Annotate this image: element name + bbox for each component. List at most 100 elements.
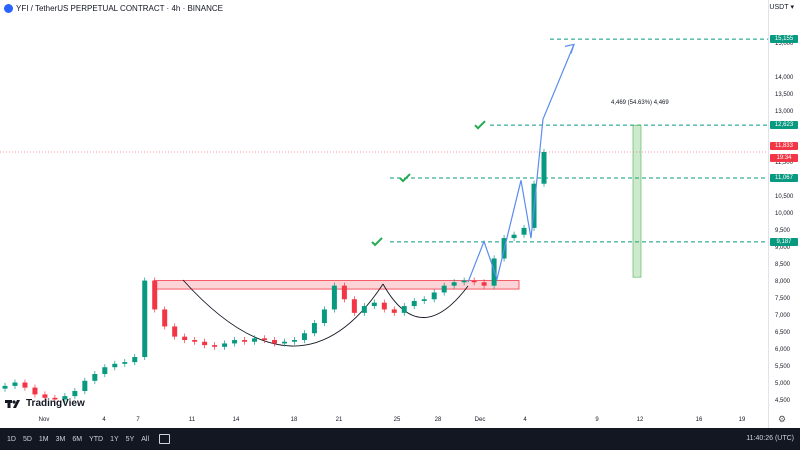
- candle-body: [252, 338, 258, 342]
- timeframe-button-3m[interactable]: 3M: [55, 435, 66, 443]
- timeframe-button-ytd[interactable]: YTD: [89, 435, 104, 443]
- symbol-title[interactable]: YFI / TetherUS PERPETUAL CONTRACT · 4h ·…: [16, 3, 224, 13]
- candle-body: [132, 357, 138, 363]
- time-tick-label: Nov: [38, 417, 50, 423]
- candle-body: [421, 299, 427, 301]
- calendar-icon[interactable]: [159, 434, 171, 444]
- timeframe-button-1y[interactable]: 1Y: [110, 435, 119, 443]
- timeframe-buttons: 1D 5D 1M 3M 6M YTD 1Y 5Y All: [0, 436, 149, 443]
- price-tick-label: 6,000: [775, 347, 791, 354]
- price-tick-label: 10,000: [775, 211, 794, 218]
- candle-body: [311, 323, 317, 334]
- candle-body: [291, 340, 297, 342]
- candle-body: [192, 340, 198, 342]
- price-tick-label: 5,000: [775, 381, 791, 388]
- candle-body: [321, 309, 327, 324]
- candle-body: [391, 309, 397, 313]
- time-tick-label: 28: [434, 417, 442, 423]
- price-tag: 15,155: [770, 35, 798, 44]
- candle-body: [232, 340, 238, 344]
- price-tag: 12,623: [770, 121, 798, 130]
- time-tick-label: 19: [738, 417, 746, 423]
- projection-path: [467, 44, 575, 283]
- price-tag: 9,187: [770, 237, 798, 246]
- candle-body: [262, 338, 268, 341]
- chevron-down-icon: ▾: [790, 4, 794, 11]
- candle-body: [202, 341, 208, 346]
- candle-body: [212, 345, 218, 347]
- candle-body: [12, 382, 18, 386]
- price-tick-label: 4,500: [775, 398, 791, 405]
- time-tick-label: 7: [136, 417, 140, 423]
- price-tick-label: 6,500: [775, 330, 791, 337]
- candle-body: [182, 336, 188, 341]
- price-tick-label: 14,000: [775, 75, 794, 82]
- yfi-coin-icon: [4, 3, 13, 13]
- timeframe-button-5d[interactable]: 5D: [22, 435, 32, 443]
- price-tick-label: 13,500: [775, 92, 794, 99]
- time-tick-label: 11: [188, 417, 196, 423]
- price-tag: 19:34: [770, 154, 798, 163]
- candle-body: [52, 397, 58, 400]
- candle-body: [22, 382, 28, 388]
- candle-body: [102, 367, 108, 375]
- timeframe-button-5y[interactable]: 5Y: [125, 435, 135, 443]
- candle-body: [471, 280, 477, 283]
- currency-label: USDT: [769, 3, 789, 11]
- time-tick-label: 12: [636, 417, 644, 423]
- currency-selector[interactable]: USDT ▾: [769, 3, 794, 12]
- time-tick-label: 25: [393, 417, 401, 423]
- logo-text: TradingView: [26, 398, 85, 409]
- candle-body: [2, 385, 8, 389]
- price-axis[interactable]: 15,000 14,000 13,500 13,000 11,500 10,500 10,0…: [768, 0, 800, 428]
- time-tick-label: 18: [290, 417, 298, 423]
- candle-body: [162, 309, 168, 327]
- candle-body: [92, 374, 98, 381]
- candle-body: [112, 363, 118, 368]
- checkmark-icon: [399, 173, 411, 183]
- chart-area[interactable]: [0, 0, 768, 428]
- price-tick-label: 9,000: [775, 245, 791, 252]
- candle-body: [272, 340, 277, 344]
- tradingview-logo[interactable]: TradingView: [5, 398, 85, 409]
- timeframe-button-6m[interactable]: 6M: [72, 435, 83, 443]
- candle-body: [172, 326, 178, 337]
- candle-body: [431, 292, 437, 300]
- price-tag: 11,067: [770, 174, 798, 183]
- time-tick-label: 4: [523, 417, 527, 423]
- measurement-label: 4,469 (54.63%) 4,469: [611, 100, 669, 106]
- price-tag: 11,833: [770, 141, 798, 150]
- candle-body: [381, 302, 387, 310]
- candle-body: [461, 280, 467, 283]
- timeframe-button-1d[interactable]: 1D: [7, 435, 16, 443]
- candle-body: [42, 394, 48, 398]
- price-tick-label: 9,500: [775, 228, 791, 235]
- candle-body: [341, 285, 347, 300]
- candle-body: [541, 152, 547, 184]
- candle-body: [521, 227, 527, 235]
- candle-body: [451, 282, 457, 286]
- candle-body: [361, 306, 367, 313]
- candle-body: [62, 396, 68, 400]
- price-tick-label: 10,500: [775, 194, 794, 201]
- candle-body: [331, 285, 337, 310]
- candle-body: [32, 387, 38, 395]
- time-axis[interactable]: Nov 4 7 11 14 18 21 25 28 Dec 4 9 12 16 19: [0, 409, 768, 428]
- price-tick-label: 13,000: [775, 109, 794, 116]
- candle-body: [371, 302, 377, 307]
- clock[interactable]: 11:40:26 (UTC): [746, 435, 794, 442]
- time-tick-label: 9: [595, 417, 599, 423]
- projection-arrowhead: [564, 43, 575, 54]
- price-tick-label: 8,000: [775, 279, 791, 286]
- candle-body: [411, 300, 417, 307]
- candle-body: [301, 333, 307, 341]
- candle-body: [142, 280, 148, 358]
- settings-gear-icon[interactable]: ⚙: [778, 414, 787, 424]
- price-tick-label: 7,000: [775, 313, 791, 320]
- timeframe-button-all[interactable]: All: [141, 435, 150, 443]
- candle-body: [242, 340, 248, 342]
- time-tick-label: Dec: [474, 417, 486, 423]
- candlestick-chart[interactable]: [0, 0, 768, 428]
- timeframe-button-1m[interactable]: 1M: [38, 435, 49, 443]
- handle-arc: [382, 283, 469, 318]
